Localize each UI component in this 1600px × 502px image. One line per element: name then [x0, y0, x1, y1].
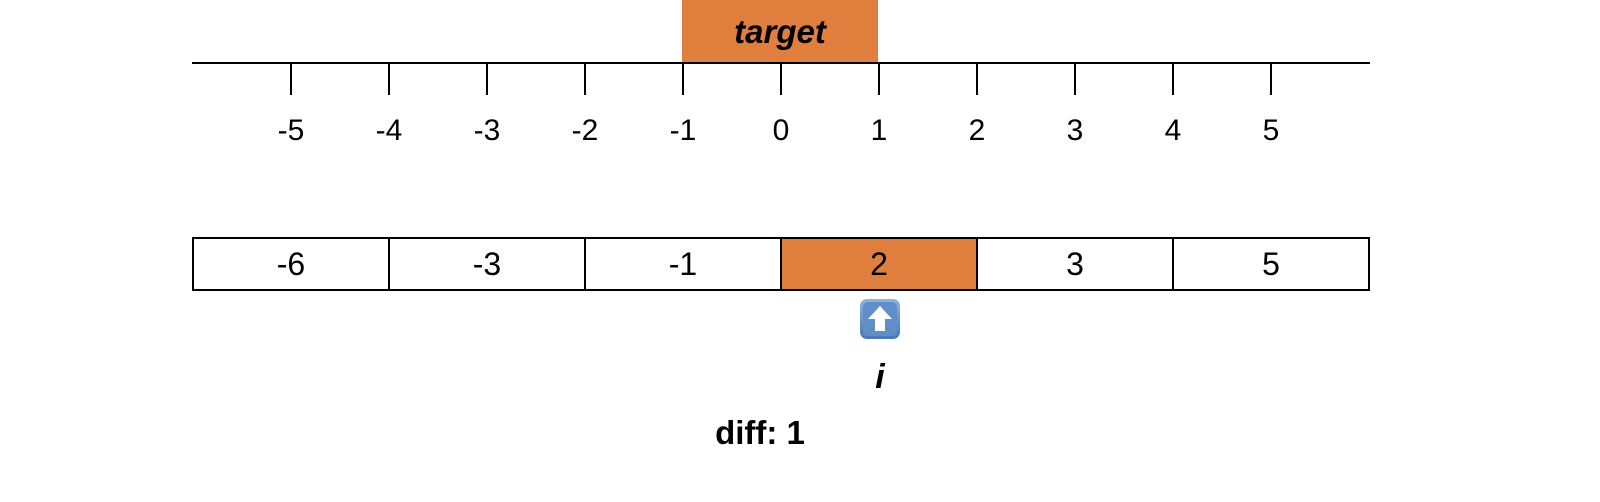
array-cell: 2	[782, 239, 978, 289]
tick-mark	[584, 63, 586, 95]
tick-mark	[290, 63, 292, 95]
tick-mark	[1074, 63, 1076, 95]
tick-label: 0	[772, 114, 790, 147]
tick-label: 1	[870, 114, 888, 147]
tick-mark	[682, 63, 684, 95]
tick-mark	[878, 63, 880, 95]
pointer-label: i	[875, 358, 885, 396]
diff-label: diff:	[715, 414, 778, 451]
tick-label: -4	[375, 114, 403, 147]
tick-label: 2	[968, 114, 986, 147]
tick-label: 5	[1262, 114, 1280, 147]
tick-label: 4	[1164, 114, 1182, 147]
tick-mark	[388, 63, 390, 95]
tick-mark	[976, 63, 978, 95]
diff-value: 1	[786, 414, 805, 451]
tick-label: -1	[669, 114, 697, 147]
target-label: target	[734, 12, 826, 50]
array: -6 -3 -1 2 3 5	[192, 237, 1370, 291]
array-cell: -3	[390, 239, 586, 289]
tick-label: -2	[571, 114, 599, 147]
array-cell: -6	[194, 239, 390, 289]
tick-label: -3	[473, 114, 501, 147]
tick-mark	[780, 63, 782, 95]
tick-mark	[1270, 63, 1272, 95]
tick-label: 3	[1066, 114, 1084, 147]
array-cell: 3	[978, 239, 1174, 289]
tick-label: -5	[277, 114, 305, 147]
tick-mark	[486, 63, 488, 95]
array-cell: 5	[1262, 245, 1280, 282]
target-highlight: target	[682, 0, 878, 63]
array-cell: -1	[586, 239, 782, 289]
up-arrow-icon	[860, 299, 900, 339]
diff-readout: diff: 1	[640, 414, 880, 452]
tick-mark	[1172, 63, 1174, 95]
